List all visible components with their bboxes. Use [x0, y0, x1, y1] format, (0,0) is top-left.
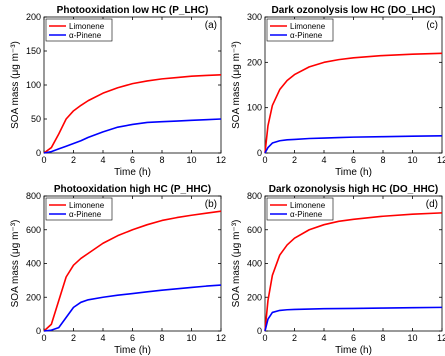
series-line-alpha-pinene [264, 134, 443, 154]
y-tick-label: 150 [26, 46, 41, 56]
y-tick-label: 0 [36, 148, 41, 158]
y-tick-label: 200 [26, 292, 41, 302]
chart-panel-do_lhc: 0 2 4 6 8 10 12 0 100 200 300 Dark ozonolysis low H… [231, 5, 445, 178]
x-axis-label: Time (h) [114, 345, 151, 356]
y-tick-label: 400 [247, 259, 262, 269]
y-axis-label: SOA mass (μg m⁻³) [231, 41, 242, 129]
x-axis-label: Time (h) [335, 167, 372, 178]
x-tick-label: 12 [437, 333, 445, 343]
panel-label: (d) [426, 199, 438, 210]
legend-label: Limonene [69, 201, 105, 210]
chart-title: Dark ozonolysis low HC (DO_LHC) [272, 5, 436, 16]
chart-panel-p_lhc: 0 2 4 6 8 10 12 0 50 100 150 200 Photooxidation low … [10, 5, 226, 178]
y-tick-label: 300 [247, 12, 262, 22]
x-tick-label: 2 [71, 155, 76, 165]
x-tick-label: 12 [437, 155, 445, 165]
y-axis-label: SOA mass (μg m⁻³) [10, 220, 21, 308]
series-line-alpha-pinene [43, 118, 222, 154]
y-tick-label: 0 [36, 326, 41, 336]
legend-label: Limonene [290, 22, 326, 31]
series-line-limonene [264, 212, 443, 332]
y-tick-label: 100 [26, 80, 41, 90]
x-tick-label: 6 [130, 333, 135, 343]
y-tick-label: 600 [26, 225, 41, 235]
x-tick-label: 12 [216, 155, 226, 165]
legend-label: α-Pinene [69, 31, 102, 40]
x-tick-label: 6 [351, 155, 356, 165]
series-line-alpha-pinene [264, 306, 443, 332]
legend-label: Limonene [290, 201, 326, 210]
series-line-limonene [43, 210, 222, 332]
chart-title: Photooxidation low HC (P_LHC) [57, 5, 209, 16]
x-tick-label: 0 [262, 333, 267, 343]
x-tick-label: 2 [292, 333, 297, 343]
x-tick-label: 10 [407, 333, 417, 343]
panel-label: (a) [205, 20, 217, 31]
y-axis-label: SOA mass (μg m⁻³) [231, 220, 242, 308]
series-line-limonene [43, 74, 222, 154]
panel-label: (b) [205, 199, 217, 210]
y-tick-label: 100 [247, 103, 262, 113]
y-tick-label: 600 [247, 225, 262, 235]
x-tick-label: 4 [321, 333, 326, 343]
x-axis-label: Time (h) [114, 167, 151, 178]
x-tick-label: 8 [159, 155, 164, 165]
x-tick-label: 6 [130, 155, 135, 165]
x-tick-label: 10 [186, 155, 196, 165]
x-tick-label: 4 [321, 155, 326, 165]
x-tick-label: 2 [292, 155, 297, 165]
chart-title: Dark ozonolysis high HC (DO_HHC) [269, 184, 438, 195]
y-tick-label: 0 [257, 148, 262, 158]
series-line-alpha-pinene [43, 284, 222, 332]
y-tick-label: 0 [257, 326, 262, 336]
y-tick-label: 200 [247, 292, 262, 302]
x-tick-label: 4 [100, 333, 105, 343]
x-tick-label: 0 [41, 333, 46, 343]
y-tick-label: 200 [26, 12, 41, 22]
y-tick-label: 800 [26, 191, 41, 201]
legend-label: α-Pinene [69, 210, 102, 219]
x-tick-label: 10 [186, 333, 196, 343]
x-tick-label: 8 [159, 333, 164, 343]
x-tick-label: 8 [380, 155, 385, 165]
x-tick-label: 4 [100, 155, 105, 165]
y-tick-label: 200 [247, 57, 262, 67]
y-axis-label: SOA mass (μg m⁻³) [10, 41, 21, 129]
x-axis-label: Time (h) [335, 345, 372, 356]
legend-label: Limonene [69, 22, 105, 31]
y-tick-label: 400 [26, 259, 41, 269]
panel-label: (c) [426, 20, 438, 31]
chart-panel-p_hhc: 0 2 4 6 8 10 12 0 200 400 600 800 Photooxidation hig… [10, 184, 226, 356]
y-tick-label: 50 [31, 114, 41, 124]
legend-label: α-Pinene [290, 31, 323, 40]
x-tick-label: 2 [71, 333, 76, 343]
x-tick-label: 12 [216, 333, 226, 343]
x-tick-label: 6 [351, 333, 356, 343]
legend-label: α-Pinene [290, 210, 323, 219]
chart-title: Photooxidation high HC (P_HHC) [54, 184, 211, 195]
x-tick-label: 0 [262, 155, 267, 165]
x-tick-label: 10 [407, 155, 417, 165]
y-tick-label: 800 [247, 191, 262, 201]
x-tick-label: 0 [41, 155, 46, 165]
series-line-limonene [264, 52, 443, 154]
x-tick-label: 8 [380, 333, 385, 343]
chart-panel-do_hhc: 0 2 4 6 8 10 12 0 200 400 600 800 Dark ozonolysis hi… [231, 184, 445, 356]
